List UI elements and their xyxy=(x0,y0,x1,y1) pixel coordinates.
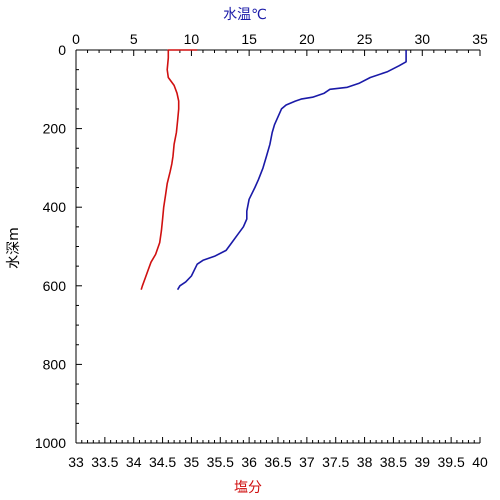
bottom-tick-label: 36 xyxy=(241,454,257,470)
bottom-axis-title: 塩分 xyxy=(234,480,262,496)
ticks: 0 200 400 600 800 1000 0 5 10 15 20 25 30 35 33 33.5 34 3… xyxy=(35,31,488,470)
axes xyxy=(75,49,480,444)
top-tick-label: 20 xyxy=(299,31,315,47)
bottom-tick-label: 38 xyxy=(357,454,373,470)
bottom-tick-label: 34.5 xyxy=(149,454,176,470)
bottom-tick-label: 39.5 xyxy=(438,454,465,470)
salinity-series-line xyxy=(140,49,198,290)
temperature-series-line xyxy=(176,50,407,291)
top-tick-label: 5 xyxy=(130,31,138,47)
top-tick-label: 0 xyxy=(72,31,80,47)
bottom-tick-label: 33 xyxy=(68,454,84,470)
top-axis-title: 水温℃ xyxy=(223,7,267,23)
bottom-tick-label: 34 xyxy=(126,454,142,470)
bottom-tick-label: 35.5 xyxy=(207,454,234,470)
bottom-tick-label: 40 xyxy=(472,454,488,470)
series-group xyxy=(140,49,407,291)
bottom-tick-label: 35 xyxy=(184,454,200,470)
y-tick-label: 600 xyxy=(43,278,67,294)
y-tick-label: 200 xyxy=(43,121,67,137)
bottom-tick-label: 37.5 xyxy=(322,454,349,470)
y-tick-label: 1000 xyxy=(35,435,66,451)
bottom-tick-label: 33.5 xyxy=(91,454,118,470)
bottom-tick-label: 36.5 xyxy=(264,454,291,470)
bottom-tick-label: 39 xyxy=(414,454,430,470)
top-tick-label: 35 xyxy=(472,31,488,47)
top-tick-label: 25 xyxy=(357,31,373,47)
bottom-tick-label: 37 xyxy=(299,454,315,470)
y-axis-title: 水深m xyxy=(6,227,22,269)
y-tick-label: 800 xyxy=(43,356,67,372)
bottom-tick-label: 38.5 xyxy=(380,454,407,470)
top-tick-label: 10 xyxy=(184,31,200,47)
top-tick-label: 30 xyxy=(414,31,430,47)
y-tick-label: 0 xyxy=(58,42,66,58)
top-tick-label: 15 xyxy=(241,31,257,47)
y-tick-label: 400 xyxy=(43,199,67,215)
